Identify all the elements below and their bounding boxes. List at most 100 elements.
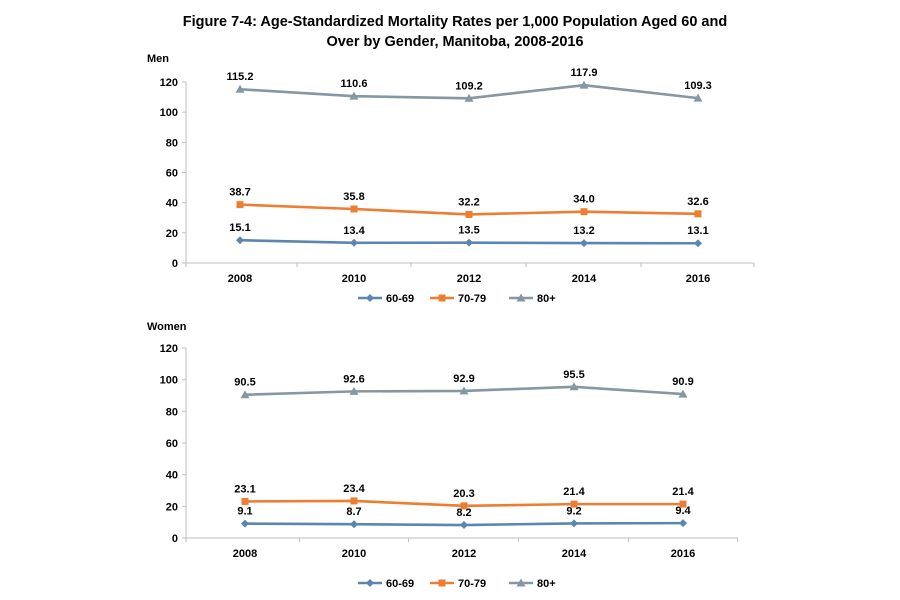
chart0-data-label-60-69: 13.1 (687, 225, 708, 237)
chart0-data-label-60-69: 13.5 (458, 225, 479, 237)
chart1-y-tick-label: 80 (166, 406, 178, 418)
chart1-data-point-70-79 (570, 500, 578, 508)
chart0-data-point-60-69 (580, 239, 588, 248)
chart1-x-tick-label: 2008 (233, 548, 257, 560)
chart1-y-tick-label: 0 (172, 533, 178, 545)
chart0-data-label-60-69: 15.1 (229, 222, 250, 234)
chart1-data-point-80+ (459, 386, 469, 395)
chart0-x-tick-label: 2016 (686, 273, 710, 285)
chart0-legend-marker-80+ (516, 293, 526, 302)
chart0-data-label-80+: 117.9 (571, 67, 598, 79)
chart0-data-label-70-79: 38.7 (229, 187, 250, 199)
chart0-data-label-70-79: 32.2 (458, 196, 479, 208)
chart0-legend-marker-70-79 (438, 294, 446, 302)
chart0-y-tick-label: 80 (166, 137, 178, 149)
chart0-x-tick-label: 2010 (342, 273, 366, 285)
figure-title-line-1: Figure 7-4: Age-Standardized Mortality R… (182, 14, 728, 30)
chart0-data-label-80+: 109.3 (684, 80, 712, 92)
chart0-legend-label-70-79: 70-79 (458, 293, 486, 305)
chart0-data-point-80+ (349, 91, 359, 100)
chart0-data-point-80+ (235, 84, 245, 93)
chart0-data-point-70-79 (694, 210, 702, 218)
chart0-y-tick-label: 60 (166, 168, 178, 180)
chart1-y-tick-label: 60 (166, 438, 178, 450)
chart1-data-point-70-79 (350, 497, 358, 505)
chart1-data-point-80+ (349, 386, 359, 395)
chart1-data-label-60-69: 9.1 (237, 506, 252, 518)
chart0-x-tick-label: 2012 (457, 273, 481, 285)
chart0-data-label-70-79: 34.0 (573, 194, 594, 206)
chart1-data-label-70-79: 21.4 (672, 486, 694, 498)
chart0-y-tick-label: 0 (172, 258, 178, 270)
chart0-x-tick-label: 2014 (572, 273, 597, 285)
chart0-data-label-70-79: 35.8 (343, 191, 364, 203)
chart0-data-point-60-69 (236, 236, 244, 245)
chart0-data-point-70-79 (236, 201, 244, 209)
chart1-data-label-80+: 92.9 (453, 373, 474, 385)
chart0-y-tick-label: 40 (166, 198, 178, 210)
chart0-data-label-60-69: 13.2 (573, 225, 594, 237)
chart1-legend-marker-60-69 (366, 579, 374, 587)
chart0-data-label-80+: 110.6 (341, 78, 368, 90)
chart1-data-label-70-79: 23.1 (234, 483, 255, 495)
chart0-data-point-80+ (464, 93, 474, 102)
chart1-data-label-60-69: 9.4 (675, 505, 691, 517)
chart1-legend-marker-80+ (516, 578, 526, 587)
chart1-x-tick-label: 2010 (342, 548, 366, 560)
chart1-data-point-60-69 (570, 519, 578, 528)
chart1-data-point-70-79 (241, 497, 249, 505)
chart0-y-tick-label: 100 (160, 107, 178, 119)
chart1-data-label-80+: 95.5 (563, 369, 584, 381)
chart1-y-tick-label: 40 (166, 470, 178, 482)
chart1-data-label-60-69: 9.2 (566, 505, 581, 517)
chart1-data-point-60-69 (350, 520, 358, 529)
chart1-data-point-60-69 (241, 519, 249, 528)
chart0-data-label-70-79: 32.6 (687, 196, 708, 208)
chart0-data-point-70-79 (465, 210, 473, 218)
chart0-data-point-70-79 (580, 208, 588, 216)
chart0-data-point-80+ (579, 80, 589, 89)
chart1-legend-marker-70-79 (438, 579, 446, 587)
chart1-x-tick-label: 2016 (671, 548, 695, 560)
chart1-data-label-80+: 92.6 (343, 373, 364, 385)
chart1-y-tick-label: 100 (160, 375, 178, 387)
chart0-y-tick-label: 20 (166, 228, 178, 240)
chart1-data-label-80+: 90.9 (672, 376, 693, 388)
chart1-data-point-70-79 (460, 502, 468, 510)
chart0-y-tick-label: 120 (160, 77, 178, 89)
chart0-data-point-60-69 (694, 239, 702, 248)
chart0-y-axis-title: Men (147, 53, 169, 65)
chart0-legend-label-60-69: 60-69 (386, 293, 414, 305)
chart1-data-point-60-69 (679, 519, 687, 528)
chart1-data-label-70-79: 20.3 (453, 488, 474, 500)
chart1-data-label-60-69: 8.2 (456, 507, 471, 519)
chart0-x-tick-label: 2008 (228, 273, 252, 285)
chart0-data-label-80+: 115.2 (227, 71, 254, 83)
chart1-data-label-70-79: 21.4 (563, 486, 585, 498)
chart1-x-tick-label: 2014 (562, 548, 587, 560)
chart1-y-axis-title: Women (147, 321, 187, 333)
chart1-data-point-80+ (569, 382, 579, 391)
chart0-data-label-80+: 109.2 (455, 80, 483, 92)
chart1-data-point-70-79 (679, 500, 687, 508)
chart0-data-label-60-69: 13.4 (343, 225, 365, 237)
chart1-data-label-70-79: 23.4 (343, 483, 365, 495)
chart1-y-tick-label: 120 (160, 343, 178, 355)
chart1-legend-label-80+: 80+ (537, 578, 556, 590)
chart1-y-tick-label: 20 (166, 501, 178, 513)
figure-title: Figure 7-4: Age-Standardized Mortality R… (150, 12, 760, 52)
chart0-data-point-70-79 (350, 205, 358, 213)
chart1-x-tick-label: 2012 (452, 548, 476, 560)
chart1-data-point-60-69 (460, 521, 468, 530)
chart0-data-point-80+ (693, 93, 703, 102)
chart1-data-label-80+: 90.5 (234, 377, 255, 389)
chart1-legend-label-60-69: 60-69 (386, 578, 414, 590)
chart0-legend-marker-60-69 (366, 294, 374, 302)
chart1-data-point-80+ (240, 390, 250, 399)
chart0-legend-label-80+: 80+ (537, 293, 556, 305)
chart1-data-point-80+ (678, 389, 688, 398)
chart1-data-label-60-69: 8.7 (346, 506, 361, 518)
chart1-legend-label-70-79: 70-79 (458, 578, 486, 590)
chart0-data-point-60-69 (465, 238, 473, 247)
